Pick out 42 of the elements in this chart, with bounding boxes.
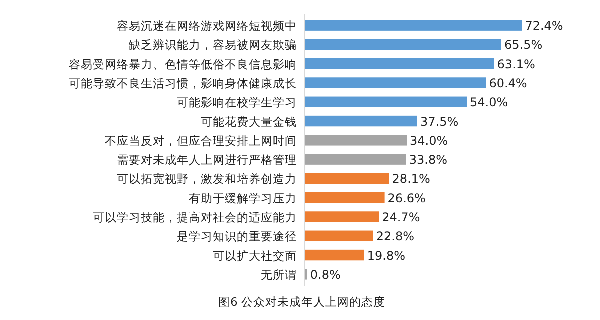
data-label: 26.6%	[388, 191, 426, 206]
y-tick-label: 是学习知识的重要途径	[177, 230, 297, 244]
bar	[305, 250, 364, 261]
y-tick-label: 无所谓	[261, 268, 297, 282]
y-tick-label: 可能花费大量金钱	[201, 114, 297, 129]
y-tick-label: 容易受网络暴力、色情等低俗不良信息影响	[69, 57, 297, 72]
text: 图6 公众对未成年人上网的态度	[218, 295, 386, 309]
data-label: 28.1%	[392, 172, 430, 186]
bar	[305, 230, 374, 242]
data-label: 19.8%	[367, 248, 406, 263]
data-label: 0.8%	[310, 268, 341, 282]
y-tick-label: 可以拓宽视野，激发和培养创造力	[117, 172, 297, 186]
y-tick-label: 可能导致不良生活习惯，影响身体健康成长	[69, 76, 297, 90]
data-label: 34.0%	[410, 134, 448, 148]
bar	[305, 39, 502, 50]
y-tick-label: 可以扩大社交面	[213, 248, 297, 263]
data-label: 54.0%	[470, 96, 508, 110]
y-tick-label: 需要对未成年人上网进行严格管理	[117, 153, 297, 168]
y-tick-label: 可能影响在校学生学习	[177, 96, 297, 110]
y-tick-label: 不应当反对，但应合理安排上网时间	[105, 134, 297, 148]
bar	[305, 173, 390, 184]
data-label: 72.4%	[525, 19, 564, 34]
bar	[305, 135, 407, 146]
data-label: 63.1%	[497, 57, 536, 72]
bar	[305, 212, 380, 222]
bar	[305, 58, 494, 70]
bar	[305, 116, 418, 127]
bar	[305, 154, 406, 165]
data-label: 65.5%	[504, 38, 543, 52]
bar	[305, 192, 385, 204]
y-tick-label: 缺乏辨识能力，容易被网友欺骗	[129, 38, 297, 52]
y-tick-label: 容易沉迷在网络游戏网络短视频中	[117, 19, 297, 34]
bar	[305, 78, 486, 88]
bar	[305, 96, 467, 108]
data-label: 22.8%	[376, 230, 415, 244]
bar	[305, 20, 522, 31]
data-label: 24.7%	[382, 210, 420, 224]
y-tick-label: 可以学习技能，提高对社会的适应能力	[93, 210, 297, 224]
data-label: 60.4%	[489, 76, 528, 90]
data-label: 37.5%	[420, 114, 459, 129]
y-tick-label: 有助于缓解学习压力	[189, 191, 297, 206]
data-label: 33.8%	[409, 153, 448, 168]
